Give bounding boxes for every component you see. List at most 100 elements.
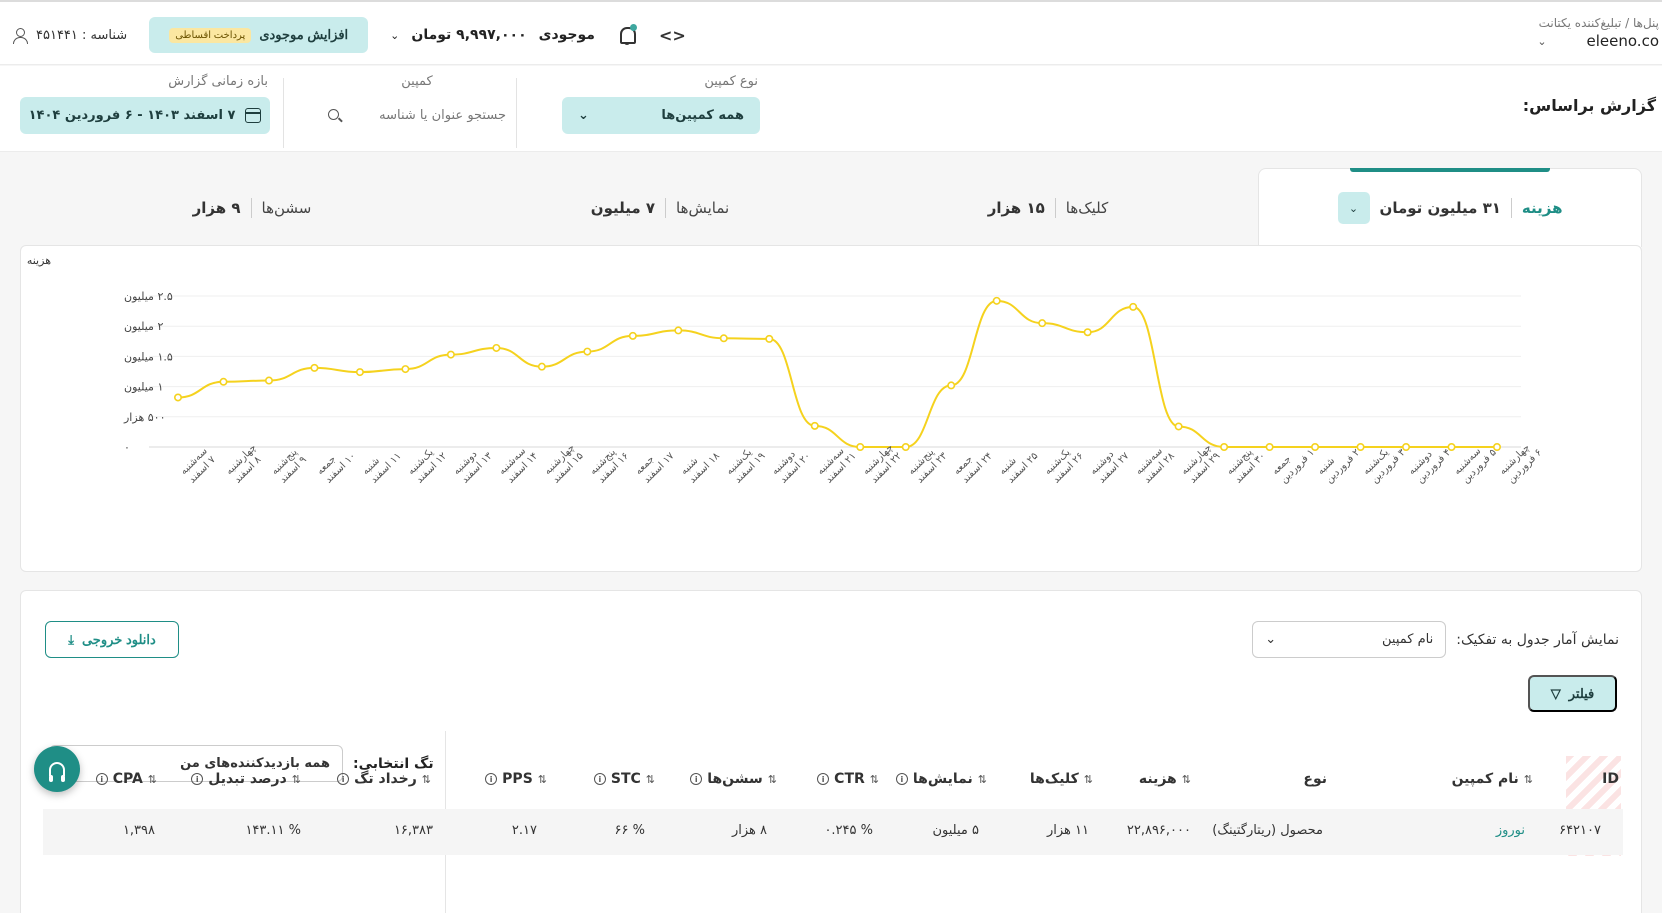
user-id[interactable]: شناسه : ۴۵۱۴۴۱ xyxy=(12,27,127,44)
top-border xyxy=(0,0,1662,2)
chevron-down-icon: ⌄ xyxy=(578,108,589,123)
col-header-clicks[interactable]: ⇅ کلیک‌ها xyxy=(1030,771,1093,787)
metric-tab-clicks[interactable]: کلیک‌ها ۱۵ هزار xyxy=(888,168,1208,247)
metric-tab-impressions[interactable]: نمایش‌ها ۷ میلیون xyxy=(500,168,820,247)
data-point xyxy=(628,331,637,340)
account-name[interactable]: eleeno.co xyxy=(1586,32,1659,50)
col-header-conversion[interactable]: ⇅ درصد تبدیل i xyxy=(191,771,301,787)
metric-tab-cost[interactable]: هزینه ۳۱ میلیون تومان ⌄ xyxy=(1258,168,1642,247)
data-point xyxy=(401,365,410,374)
sort-icon[interactable]: ⇅ xyxy=(977,772,987,786)
search-icon xyxy=(328,108,342,123)
data-point xyxy=(1356,443,1365,452)
metric-tabs: هزینه ۳۱ میلیون تومان ⌄ کلیک‌ها ۱۵ هزار … xyxy=(20,168,1642,247)
col-header-label: سشن‌ها xyxy=(707,771,763,787)
metric-name: کلیک‌ها xyxy=(1065,198,1109,217)
breakdown-select[interactable]: نام کمپین ⌄ xyxy=(1252,621,1447,658)
info-icon[interactable]: i xyxy=(817,773,830,785)
sort-icon[interactable]: ⇅ xyxy=(767,772,777,786)
x-tick-label: شنبه۱۱ اسفند xyxy=(360,442,403,485)
cell-type: محصول (ریتارگتینگ) xyxy=(1212,823,1323,838)
chevron-down-icon[interactable]: ⌄ xyxy=(390,28,400,42)
campaign-search-input[interactable]: جستجو عنوان یا شناسه xyxy=(322,97,512,134)
sort-icon[interactable]: ⇅ xyxy=(1523,772,1533,786)
col-header-sessions[interactable]: ⇅ سشن‌ها i xyxy=(690,771,777,787)
cell-campaign-name-link[interactable]: نوروز xyxy=(1495,823,1525,838)
info-icon[interactable]: i xyxy=(593,773,606,785)
sort-icon[interactable]: ⇅ xyxy=(1181,772,1191,786)
download-label: دانلود خروجی xyxy=(81,631,156,647)
data-point xyxy=(174,393,183,402)
col-header-cost[interactable]: ⇅ هزینه xyxy=(1139,771,1191,787)
info-icon[interactable]: i xyxy=(485,773,498,785)
col-header-id[interactable]: ID xyxy=(1602,771,1619,787)
col-header-ctr[interactable]: ⇅ CTR i xyxy=(817,771,879,787)
data-point xyxy=(1038,319,1047,328)
date-range-label: بازه زمانی گزارش xyxy=(168,74,268,89)
data-point xyxy=(810,421,819,430)
support-chat-button[interactable] xyxy=(34,746,80,792)
user-icon[interactable] xyxy=(12,27,28,44)
sort-icon[interactable]: ⇅ xyxy=(869,772,879,786)
account-brand[interactable]: پنل‌ها / تبلیغ‌کننده یکتانت ⌄ eleeno.co xyxy=(1537,16,1659,50)
data-point xyxy=(1402,443,1411,452)
data-point xyxy=(765,334,774,343)
charge-balance-button[interactable]: افزایش موجودی پرداخت اقساطی xyxy=(149,17,369,53)
sort-icon[interactable]: ⇅ xyxy=(537,772,547,786)
code-icon[interactable]: <> xyxy=(658,25,686,45)
campaign-type-select[interactable]: همه کمپین‌ها ⌄ xyxy=(562,97,760,134)
sort-icon[interactable]: ⇅ xyxy=(645,772,655,786)
info-icon[interactable]: i xyxy=(895,773,908,785)
x-tick-label: یک‌شنبه۳ فروردین xyxy=(1361,438,1408,485)
info-icon[interactable]: i xyxy=(95,773,108,785)
data-point xyxy=(583,347,592,356)
date-range-picker[interactable]: ۷ اسفند ۱۴۰۳ - ۶ فروردین ۱۴۰۴ xyxy=(20,97,270,134)
cell-cost: ۲۲,۸۹۶,۰۰۰ xyxy=(1126,823,1191,838)
data-point xyxy=(947,381,956,390)
data-point xyxy=(446,350,455,359)
x-tick-label: یک‌شنبه۱۲ اسفند xyxy=(406,442,449,485)
breadcrumb[interactable]: پنل‌ها / تبلیغ‌کننده یکتانت xyxy=(1538,16,1659,30)
sort-icon[interactable]: ⇅ xyxy=(147,772,157,786)
sort-icon[interactable]: ⇅ xyxy=(421,772,431,786)
data-point xyxy=(264,376,273,385)
metric-name: سشن‌ها xyxy=(261,198,312,217)
col-header-type[interactable]: نوع xyxy=(1303,771,1327,787)
data-point xyxy=(310,363,319,372)
data-point xyxy=(1083,328,1092,337)
y-tick-label: ۰ xyxy=(124,441,130,454)
info-icon[interactable]: i xyxy=(191,773,204,785)
col-header-label: CPA xyxy=(112,771,143,787)
col-header-events[interactable]: ⇅ رخداد تگ i xyxy=(337,771,431,787)
col-header-cpa[interactable]: ⇅ CPA i xyxy=(95,771,157,787)
col-header-label: ID xyxy=(1602,771,1619,787)
table-row[interactable] xyxy=(43,809,1623,855)
info-icon[interactable]: i xyxy=(337,773,350,785)
sort-icon[interactable]: ⇅ xyxy=(1083,772,1093,786)
date-range-value: ۷ اسفند ۱۴۰۳ - ۶ فروردین ۱۴۰۴ xyxy=(28,108,236,123)
download-export-button[interactable]: دانلود خروجی ⤓ xyxy=(45,621,179,658)
cell-conversion: % ۱۴۳.۱۱ xyxy=(245,823,301,838)
tag-value: همه بازدیدکننده‌های من xyxy=(180,756,330,771)
info-icon[interactable]: i xyxy=(690,773,703,785)
col-header-stc[interactable]: ⇅ STC i xyxy=(593,771,655,787)
campaign-search-placeholder: جستجو عنوان یا شناسه xyxy=(379,108,506,123)
campaign-label: کمپین xyxy=(401,74,433,89)
cell-impressions: ۵ میلیون xyxy=(932,823,980,838)
chevron-down-icon[interactable]: ⌄ xyxy=(1537,34,1547,48)
balance-display[interactable]: موجودی ۹,۹۹۷,۰۰۰ تومان ⌄ xyxy=(390,27,595,43)
col-header-name[interactable]: ⇅ نام کمپین xyxy=(1452,771,1533,787)
bell-icon[interactable] xyxy=(617,24,637,46)
installment-badge: پرداخت اقساطی xyxy=(169,27,252,43)
metric-separator xyxy=(1054,197,1056,218)
filter-button[interactable]: فیلتر ▽ xyxy=(1528,675,1617,712)
x-tick-label: شنبه۲۵ اسفند xyxy=(997,442,1040,485)
col-header-impressions[interactable]: ⇅ نمایش‌ها i xyxy=(895,771,987,787)
x-tick-label: دوشنبه۱۳ اسفند xyxy=(451,442,495,486)
sort-icon[interactable]: ⇅ xyxy=(291,772,301,786)
chevron-down-icon[interactable]: ⌄ xyxy=(1337,192,1370,224)
x-tick-label: دوشنبه۲۷ اسفند xyxy=(1088,442,1132,486)
metric-tab-sessions[interactable]: سشن‌ها ۹ هزار xyxy=(92,168,412,247)
cell-id: ۶۴۲۱۰۷ xyxy=(1559,823,1601,838)
col-header-pps[interactable]: ⇅ PPS i xyxy=(485,771,547,787)
